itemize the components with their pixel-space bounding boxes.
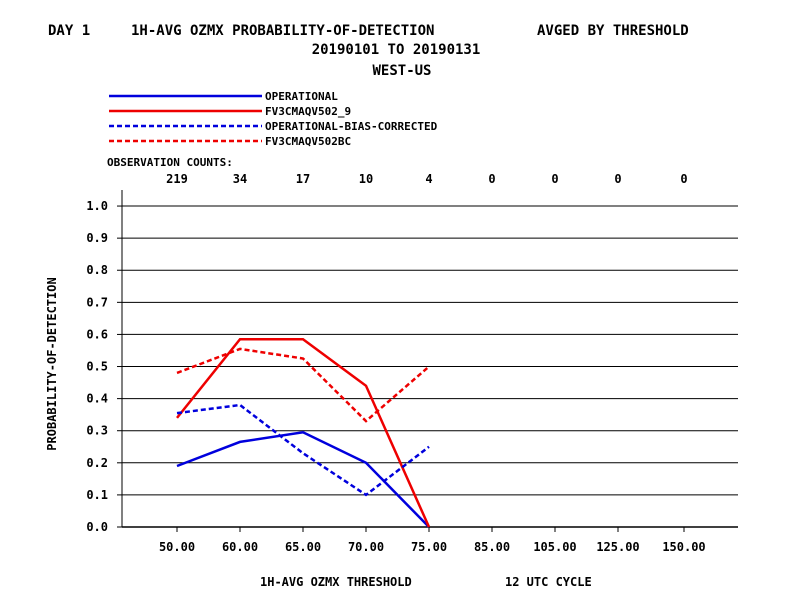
observation-count: 219 [166, 172, 188, 186]
y-axis-ticks: 0.0 0.1 0.2 0.3 0.4 0.5 0.6 0.7 0.8 0.9 1.0 [86, 199, 108, 534]
x-tick-label: 70.00 [348, 540, 384, 554]
legend-label: OPERATIONAL [265, 90, 338, 103]
region-label: WEST-US [372, 63, 431, 79]
x-tick-label: 85.00 [474, 540, 510, 554]
legend-label: OPERATIONAL-BIAS-CORRECTED [265, 120, 438, 133]
series-line-4 [176, 347, 430, 423]
y-tick-label: 0.5 [86, 360, 108, 374]
grid [117, 190, 738, 532]
observation-counts: 219 34 17 10 4 0 0 0 0 [166, 172, 687, 186]
observation-count: 34 [233, 172, 247, 186]
x-tick-label: 150.00 [662, 540, 705, 554]
series-line-3 [176, 403, 430, 497]
y-tick-label: 0.2 [86, 456, 108, 470]
series-line-2 [176, 337, 431, 528]
y-tick-label: 0.3 [86, 424, 108, 438]
x-tick-label: 65.00 [285, 540, 321, 554]
y-tick-label: 0.1 [86, 488, 108, 502]
y-axis-label: PROBABILITY-OF-DETECTION [45, 277, 59, 450]
observation-count: 0 [680, 172, 687, 186]
averaging-label: AVGED BY THRESHOLD [537, 23, 689, 39]
x-tick-label: 105.00 [533, 540, 576, 554]
y-tick-label: 1.0 [86, 199, 108, 213]
y-tick-label: 0.8 [86, 263, 108, 277]
x-tick-label: 75.00 [411, 540, 447, 554]
x-axis-label: 1H-AVG OZMX THRESHOLD [260, 575, 412, 589]
x-tick-label: 50.00 [159, 540, 195, 554]
date-range: 20190101 TO 20190131 [312, 42, 481, 58]
x-tick-label: 60.00 [222, 540, 258, 554]
observation-count: 0 [551, 172, 558, 186]
chart-title: 1H-AVG OZMX PROBABILITY-OF-DETECTION [131, 23, 434, 39]
observation-count: 0 [488, 172, 495, 186]
y-tick-label: 0.9 [86, 231, 108, 245]
cycle-label: 12 UTC CYCLE [505, 575, 592, 589]
observation-count: 10 [359, 172, 373, 186]
y-tick-label: 0.4 [86, 392, 108, 406]
legend-label: FV3CMAQV502BC [265, 135, 351, 148]
observation-count: 4 [425, 172, 432, 186]
observation-count: 17 [296, 172, 310, 186]
x-axis-ticks: 50.00 60.00 65.00 70.00 75.00 85.00 105.00 125.… [159, 540, 706, 554]
day-label: DAY 1 [48, 23, 90, 39]
legend: OPERATIONAL FV3CMAQV502_9 OPERATIONAL-BIAS… [109, 90, 438, 148]
observation-count: 0 [614, 172, 621, 186]
legend-label: FV3CMAQV502_9 [265, 105, 351, 118]
y-tick-label: 0.6 [86, 327, 108, 341]
y-tick-label: 0.7 [86, 295, 108, 309]
series-lines [176, 337, 431, 528]
series-line-1 [176, 431, 430, 528]
observation-counts-label: OBSERVATION COUNTS: [107, 156, 233, 169]
x-tick-label: 125.00 [596, 540, 639, 554]
y-tick-label: 0.0 [86, 520, 108, 534]
